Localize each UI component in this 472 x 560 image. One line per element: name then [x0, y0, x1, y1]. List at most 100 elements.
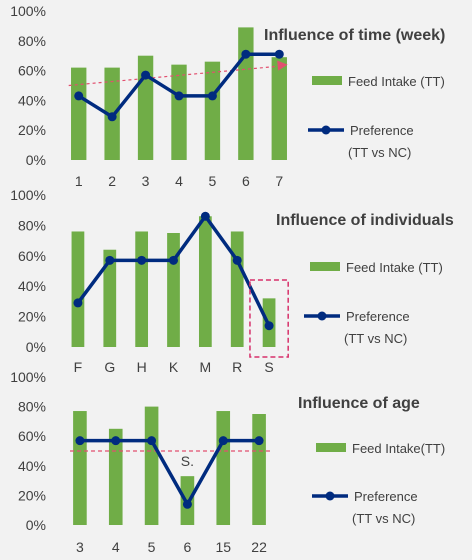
bar [103, 249, 117, 347]
bar [144, 406, 159, 525]
x-tick-label: 22 [251, 539, 267, 555]
legend: Feed Intake (TT) Preference (TT vs NC) [304, 260, 443, 346]
y-tick-label: 0% [26, 152, 46, 168]
y-tick-label: 20% [18, 487, 46, 503]
legend-bar-swatch [316, 443, 346, 452]
legend-line-marker [321, 125, 331, 135]
preference-point [141, 70, 151, 80]
legend-line-label-2: (TT vs NC) [348, 145, 411, 160]
preference-point [218, 436, 228, 446]
x-tick-label: 5 [209, 173, 217, 189]
bar [73, 411, 87, 525]
x-tick-label: 4 [112, 539, 120, 555]
y-tick-label: 60% [18, 248, 46, 264]
bar [71, 231, 85, 347]
preference-point [105, 255, 115, 265]
legend-line-label-1: Preference [346, 309, 410, 324]
y-tick-label: 20% [18, 122, 46, 138]
chart-panel-2: 0% 20% 40% 60% 80% 100% F G H K M R S Influence of in… [10, 187, 454, 375]
x-tick-label: 7 [275, 173, 283, 189]
bar [108, 428, 123, 525]
x-tick-label: M [200, 359, 212, 375]
preference-point [73, 298, 83, 308]
preference-point [169, 255, 178, 265]
legend-line-label-1: Preference [354, 489, 418, 504]
x-tick-label: 3 [142, 173, 150, 189]
bar [135, 231, 149, 347]
chart-panel-3: 0% 20% 40% 60% 80% 100% 3 4 5 6 15 22 S. Influence of… [10, 369, 445, 555]
legend-bar-label: Feed Intake(TT) [352, 441, 445, 456]
trend-line [68, 65, 280, 87]
preference-point [232, 255, 242, 265]
preference-point [207, 91, 217, 101]
preference-point [111, 436, 121, 446]
legend-bar-label: Feed Intake (TT) [346, 260, 443, 275]
preference-point [147, 436, 157, 446]
preference-point [74, 91, 84, 101]
trend-arrowhead [277, 60, 288, 71]
x-tick-label: 3 [76, 539, 84, 555]
y-tick-label: 100% [10, 187, 46, 203]
y-tick-label: 80% [18, 33, 46, 49]
bar [71, 67, 87, 160]
bar [230, 231, 244, 347]
x-tick-label: H [137, 359, 147, 375]
preference-point [182, 499, 192, 509]
y-tick-label: 0% [26, 517, 46, 533]
legend-line-label-1: Preference [350, 123, 414, 138]
highlight-box [249, 279, 289, 358]
x-tick-label: 5 [148, 539, 156, 555]
y-tick-label: 100% [10, 369, 46, 385]
preference-point [241, 49, 251, 59]
bar [252, 414, 266, 525]
x-tick-label: G [104, 359, 115, 375]
legend-line-marker [325, 491, 335, 501]
preference-point [75, 436, 85, 446]
x-tick-label: 1 [75, 173, 83, 189]
preference-point [137, 255, 147, 265]
x-tick-label: 4 [175, 173, 183, 189]
bar [238, 27, 254, 160]
y-tick-label: 100% [10, 3, 46, 19]
legend: Feed Intake(TT) Preference (TT vs NC) [312, 441, 445, 526]
bar [167, 233, 180, 347]
bar [204, 61, 221, 160]
bar [171, 64, 187, 160]
y-tick-label: 80% [18, 217, 46, 233]
preference-point [174, 91, 184, 101]
preference-point [254, 436, 264, 446]
bar [198, 216, 212, 347]
x-tick-label: F [74, 359, 83, 375]
legend-line-marker [317, 311, 327, 321]
legend-bar-swatch [312, 76, 342, 85]
y-tick-label: 20% [18, 309, 46, 325]
legend-bar-swatch [310, 262, 340, 271]
y-tick-label: 60% [18, 428, 46, 444]
bar [216, 411, 231, 525]
x-tick-label: 15 [215, 539, 231, 555]
x-tick-label: 6 [242, 173, 250, 189]
panel-title: Influence of individuals [276, 212, 454, 229]
y-tick-label: 0% [26, 339, 46, 355]
y-tick-label: 40% [18, 278, 46, 294]
y-tick-label: 80% [18, 399, 46, 415]
panel-title: Influence of time (week) [264, 27, 445, 44]
x-tick-label: 2 [108, 173, 116, 189]
preference-point [107, 112, 117, 122]
x-tick-label: S [264, 359, 273, 375]
x-tick-label: 6 [184, 539, 192, 555]
preference-point [264, 321, 274, 331]
legend-line-label-2: (TT vs NC) [352, 511, 415, 526]
legend-line-label-2: (TT vs NC) [344, 331, 407, 346]
bar [271, 57, 287, 160]
y-tick-label: 40% [18, 458, 46, 474]
y-tick-label: 40% [18, 92, 46, 108]
panel-title: Influence of age [298, 395, 420, 412]
x-tick-label: K [169, 359, 179, 375]
chart-panel-1: 0% 20% 40% 60% 80% 100% 1 2 3 4 5 6 7 Influence of ti… [10, 3, 445, 189]
preference-point [200, 211, 210, 221]
legend: Feed Intake (TT) Preference (TT vs NC) [308, 74, 445, 160]
preference-point [274, 49, 284, 59]
x-tick-label: R [232, 359, 242, 375]
